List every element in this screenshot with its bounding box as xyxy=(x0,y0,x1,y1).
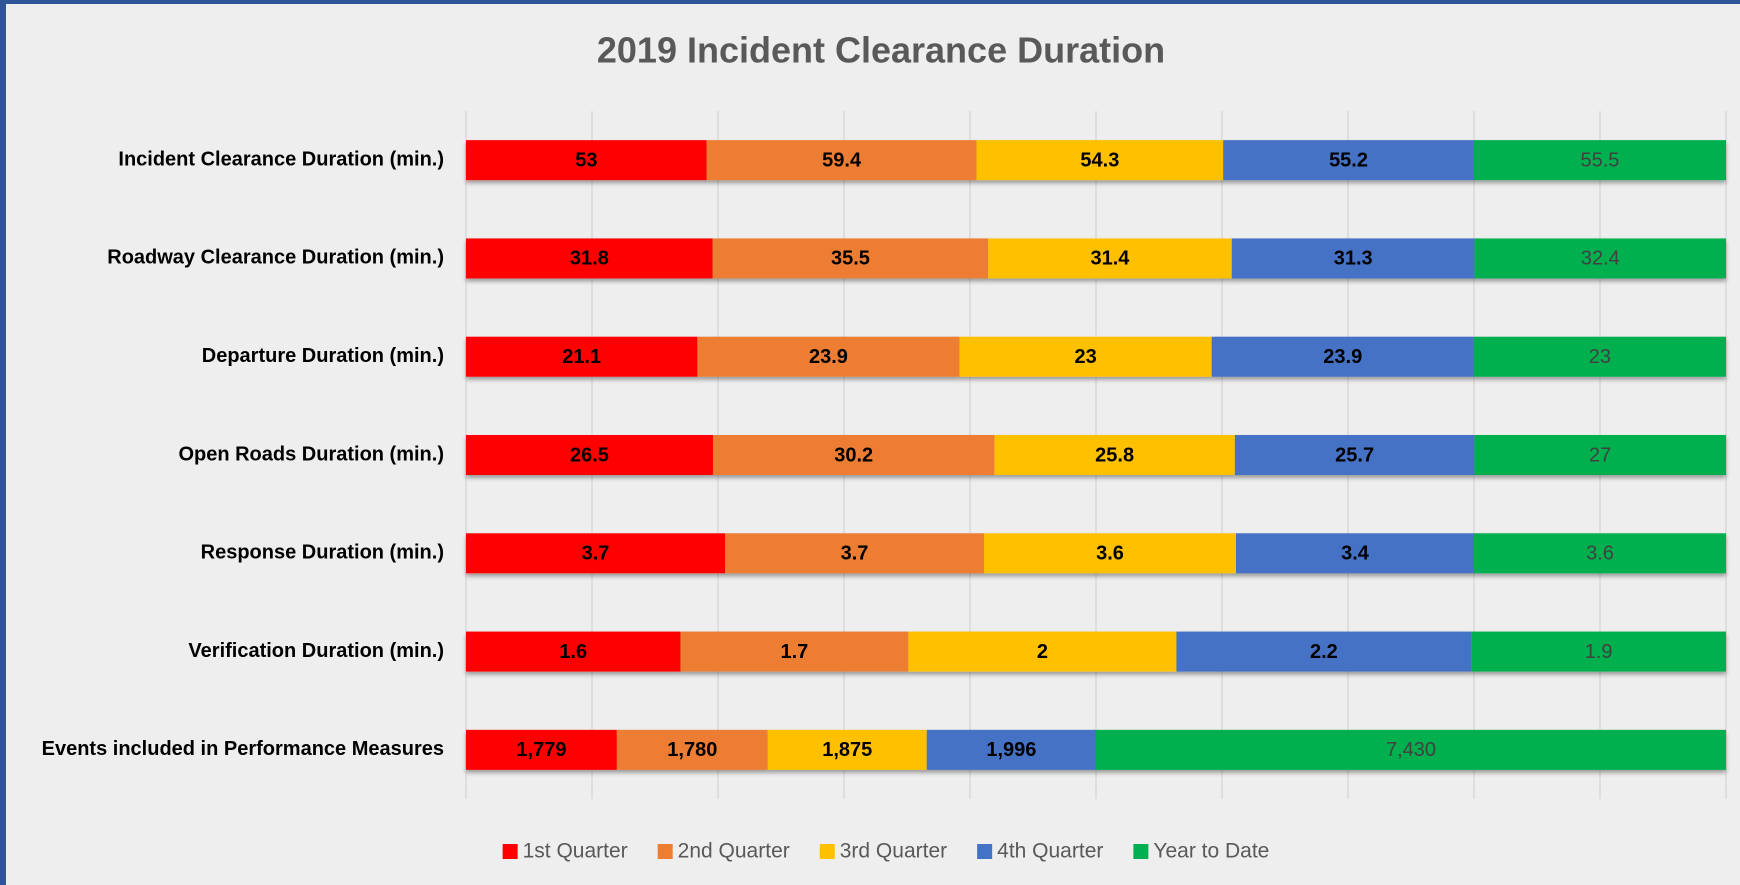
data-label: 1,875 xyxy=(822,739,872,761)
bar-segment xyxy=(1473,336,1726,377)
data-label: 1,996 xyxy=(986,739,1036,761)
data-label: 31.4 xyxy=(1090,248,1130,270)
bar-segment xyxy=(1231,238,1475,279)
bar-segment xyxy=(466,238,713,279)
data-label: 23 xyxy=(1589,346,1611,368)
bar-segment xyxy=(959,336,1212,377)
data-label: 35.5 xyxy=(831,248,870,270)
data-label: 55.2 xyxy=(1329,149,1368,171)
bar-segment xyxy=(1471,631,1726,672)
bar-segment xyxy=(976,140,1224,181)
data-label: 59.4 xyxy=(822,149,862,171)
data-label: 27 xyxy=(1589,444,1611,466)
data-label: 32.4 xyxy=(1581,248,1620,270)
bar-segment xyxy=(767,729,927,770)
data-label: 30.2 xyxy=(834,444,873,466)
bar-segment xyxy=(1176,631,1472,672)
bar-segment xyxy=(466,140,707,181)
legend-label: 3rd Quarter xyxy=(840,840,947,863)
bar-segment xyxy=(984,533,1236,574)
data-label: 2 xyxy=(1037,641,1048,663)
data-label: 3.7 xyxy=(841,543,869,565)
bar-segment xyxy=(1096,729,1726,770)
bar-row xyxy=(466,729,1726,770)
bar-row xyxy=(466,533,1726,574)
bar-segment xyxy=(926,729,1096,770)
data-label: 7,430 xyxy=(1386,739,1436,761)
bar-segment xyxy=(1223,140,1474,181)
legend-label: Year to Date xyxy=(1153,840,1269,863)
data-label: 31.3 xyxy=(1334,248,1373,270)
bar-segment xyxy=(1474,435,1726,475)
bar-segment xyxy=(1236,533,1474,574)
bar-segment xyxy=(1474,533,1726,574)
bar-segment xyxy=(680,631,909,672)
data-label: 25.8 xyxy=(1095,444,1134,466)
data-label: 3.6 xyxy=(1096,543,1124,565)
bar-segment xyxy=(466,631,681,672)
bar-segment xyxy=(466,729,617,770)
data-label: 54.3 xyxy=(1080,149,1119,171)
y-tick-label: Incident Clearance Duration (min.) xyxy=(118,148,444,170)
legend-swatch xyxy=(502,844,518,859)
frame-top xyxy=(0,0,1740,4)
data-label: 53 xyxy=(575,149,597,171)
bar-segment xyxy=(1473,140,1726,181)
bar-row xyxy=(466,631,1726,672)
bar-row xyxy=(466,435,1726,475)
data-label: 3.7 xyxy=(582,543,610,565)
data-label: 55.5 xyxy=(1580,149,1619,171)
data-label: 23.9 xyxy=(1323,346,1362,368)
data-label: 3.6 xyxy=(1586,543,1614,565)
data-label: 1,780 xyxy=(667,739,717,761)
frame-left xyxy=(0,0,6,885)
data-label: 1.9 xyxy=(1585,641,1613,663)
bar-row xyxy=(466,336,1726,377)
bar-segment xyxy=(697,336,960,377)
legend-label: 2nd Quarter xyxy=(678,840,790,863)
bar-segment xyxy=(1211,336,1474,377)
y-tick-label: Verification Duration (min.) xyxy=(188,640,444,662)
y-tick-label: Open Roads Duration (min.) xyxy=(178,443,444,465)
y-tick-label: Response Duration (min.) xyxy=(201,542,444,564)
y-tick-label: Departure Duration (min.) xyxy=(202,345,444,367)
legend-swatch xyxy=(657,844,673,859)
bar-segment xyxy=(466,435,713,475)
chart-title: 2019 Incident Clearance Duration xyxy=(597,30,1165,71)
legend-label: 1st Quarter xyxy=(523,840,628,863)
bar-segment xyxy=(466,336,698,377)
legend-swatch xyxy=(819,844,835,859)
data-label: 21.1 xyxy=(562,346,601,368)
data-label: 1,779 xyxy=(516,739,566,761)
data-label: 25.7 xyxy=(1335,444,1374,466)
y-tick-label: Events included in Performance Measures xyxy=(42,738,444,760)
bar-segment xyxy=(908,631,1177,672)
bar-segment xyxy=(616,729,768,770)
bar-row xyxy=(466,238,1726,279)
bar-segment xyxy=(988,238,1232,279)
bar-segment xyxy=(994,435,1235,475)
bar-segment xyxy=(712,238,989,279)
bar-segment xyxy=(725,533,984,574)
data-label: 3.4 xyxy=(1341,543,1370,565)
data-label: 31.8 xyxy=(570,248,609,270)
legend-swatch xyxy=(1133,844,1149,859)
bar-segment xyxy=(1474,238,1726,279)
data-label: 1.6 xyxy=(559,641,587,663)
bar-segment xyxy=(712,435,995,475)
data-label: 23.9 xyxy=(809,346,848,368)
data-label: 1.7 xyxy=(780,641,808,663)
bar-segment xyxy=(706,140,977,181)
legend-swatch xyxy=(977,844,993,859)
bar-segment xyxy=(466,533,725,574)
y-tick-label: Roadway Clearance Duration (min.) xyxy=(107,247,444,269)
data-label: 26.5 xyxy=(570,444,609,466)
bar-segment xyxy=(1234,435,1475,475)
data-label: 23 xyxy=(1074,346,1096,368)
bar-row xyxy=(466,140,1726,181)
data-label: 2.2 xyxy=(1310,641,1338,663)
legend-label: 4th Quarter xyxy=(997,840,1103,863)
